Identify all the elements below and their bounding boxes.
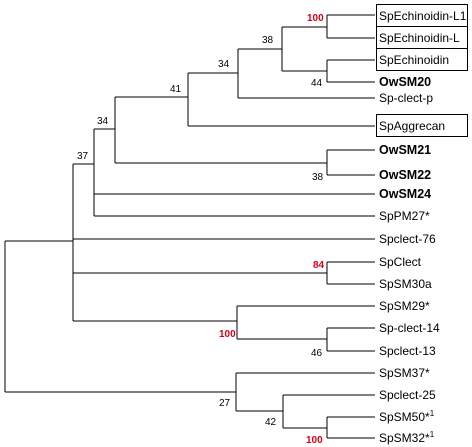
leaf-label: SpSM37* [379,366,430,380]
leaf-label: SpAggrecan [379,119,445,133]
bootstrap-value: 46 [311,348,323,359]
bootstrap-value: 100 [306,435,323,446]
leaf-label: SpSM30a [379,277,432,291]
bootstrap-values: 100 38 44 34 41 34 38 37 84 100 46 27 42… [77,13,325,446]
bootstrap-value: 38 [312,172,324,183]
leaf-boxes [376,4,468,137]
bootstrap-value: 38 [262,35,274,46]
superscript: 1 [430,409,435,418]
leaf-box [376,114,468,137]
leaf-label: SpSM50* [379,410,430,424]
leaf-labels: SpEchinoidin-L1 SpEchinoidin-L SpEchinoi… [379,9,467,445]
bootstrap-value: 34 [218,59,230,70]
superscript: 1 [430,430,435,439]
leaf-label: Sp-clect-p [379,91,433,105]
leaf-label-sup: SpSM32*1 [379,430,435,445]
leaf-label: SpClect [379,255,422,269]
bootstrap-value: 100 [307,13,324,24]
bootstrap-value: 44 [311,78,323,89]
bootstrap-value: 27 [219,398,231,409]
leaf-label: SpSM29* [379,299,430,313]
bootstrap-value: 84 [313,260,325,271]
leaf-label: SpPM27* [379,209,430,223]
leaf-label: OwSM21 [379,143,431,157]
leaf-label: SpEchinoidin-L [379,31,460,45]
tree-branches [4,14,375,439]
leaf-label: SpEchinoidin [379,53,449,67]
bootstrap-value: 37 [77,151,89,162]
bootstrap-value: 42 [265,417,277,428]
leaf-label: Sp-clect-14 [379,321,440,335]
leaf-label-sup: SpSM50*1 [379,409,435,424]
leaf-label: SpEchinoidin-L1 [379,9,467,23]
leaf-label: Spclect-76 [379,232,436,246]
leaf-label: Spclect-25 [379,388,436,402]
leaf-label: OwSM20 [379,75,431,89]
bootstrap-value: 34 [97,116,109,127]
bootstrap-value: 100 [219,329,236,340]
leaf-label: OwSM22 [379,168,431,182]
leaf-label: Spclect-13 [379,344,436,358]
leaf-box [376,48,468,71]
bootstrap-value: 41 [170,84,182,95]
leaf-label: OwSM24 [379,187,431,201]
leaf-label: SpSM32* [379,431,430,445]
